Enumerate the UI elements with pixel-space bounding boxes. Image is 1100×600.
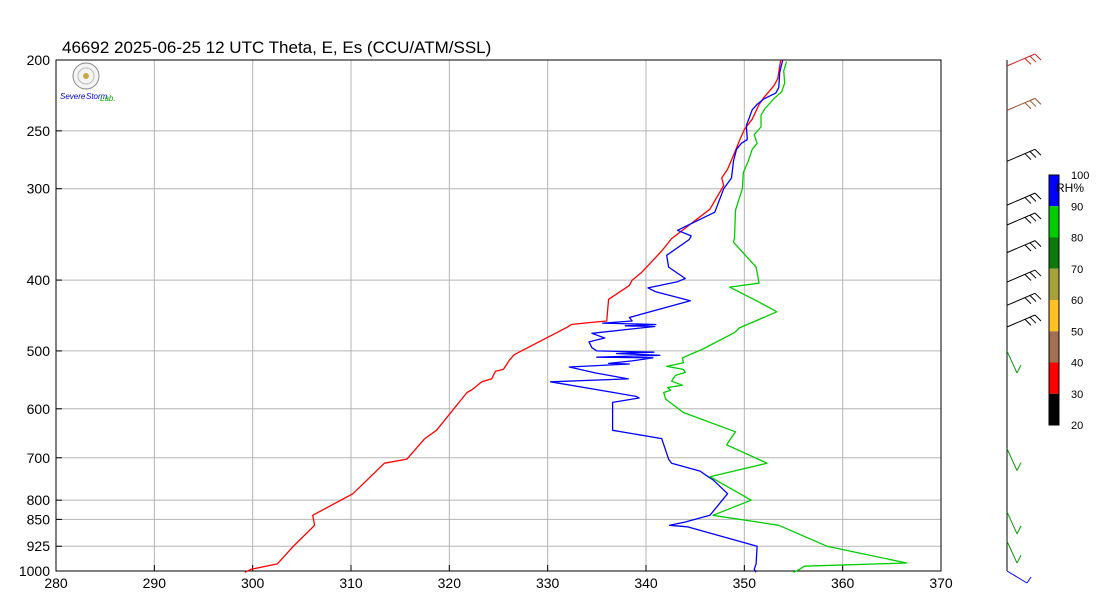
x-tick-label: 360	[831, 575, 855, 591]
x-tick-label: 370	[929, 575, 953, 591]
series-layer	[244, 59, 908, 573]
logo-text-severe: Severe	[60, 92, 86, 101]
y-tick-label: 500	[27, 343, 51, 359]
wind-barb	[1006, 292, 1042, 306]
wind-barb	[1006, 448, 1022, 471]
colorbar-tick-label: 70	[1071, 264, 1083, 276]
chart-title: 46692 2025-06-25 12 UTC Theta, E, Es (CC…	[62, 38, 491, 57]
colorbar-tick-label: 90	[1071, 201, 1083, 213]
y-tick-label: 1000	[19, 563, 50, 579]
wind-barb	[1006, 570, 1032, 584]
y-tick-label: 200	[27, 52, 51, 68]
colorbar-band	[1049, 393, 1059, 425]
plot-frame	[55, 59, 942, 572]
colorbar-band	[1049, 331, 1059, 363]
colorbar-tick-label: 30	[1071, 389, 1083, 401]
wind-barb	[1006, 269, 1042, 283]
colorbar-band	[1049, 362, 1059, 394]
wind-barb	[1006, 53, 1042, 67]
y-tick-label: 850	[27, 511, 51, 527]
x-tick-label: 340	[634, 575, 658, 591]
colorbar-band	[1049, 237, 1059, 269]
lab-logo: Severe Storm Lab.	[60, 62, 116, 103]
rh-colorbar: 100 90 80 70 60 50 40 30 20	[1048, 170, 1089, 432]
y-tick-label: 925	[27, 538, 51, 554]
colorbar-band	[1049, 206, 1059, 238]
wind-barb	[1006, 350, 1022, 374]
y-tick-label: 800	[27, 492, 51, 508]
y-axis: 200 250 300 400 500 600 700 800 850 925 1000	[19, 52, 62, 579]
wind-barb	[1006, 511, 1022, 535]
x-tick-label: 330	[536, 575, 560, 591]
wind-barb	[1006, 97, 1042, 111]
wind-barb	[1006, 240, 1042, 254]
y-tick-label: 600	[27, 401, 51, 417]
x-tick-label: 310	[339, 575, 363, 591]
colorbar-title: RH%	[1056, 181, 1084, 195]
wind-barb	[1006, 148, 1042, 162]
wind-barb	[1006, 212, 1042, 226]
colorbar-band	[1049, 268, 1059, 300]
colorbar-tick-label: 40	[1071, 358, 1083, 370]
wind-barb	[1006, 192, 1042, 206]
grid	[55, 59, 942, 572]
x-tick-label: 290	[143, 575, 167, 591]
y-tick-label: 300	[27, 181, 51, 197]
wind-barb	[1006, 314, 1042, 328]
colorbar-tick-label: 60	[1071, 295, 1083, 307]
colorbar-band	[1049, 300, 1059, 332]
wind-barb	[1006, 540, 1022, 564]
e-line	[549, 59, 784, 573]
colorbar-band	[1049, 175, 1059, 207]
x-tick-label: 320	[438, 575, 462, 591]
x-tick-label: 350	[733, 575, 757, 591]
x-tick-label: 280	[44, 575, 68, 591]
theta-line	[244, 59, 782, 573]
colorbar-tick-label: 100	[1071, 170, 1089, 182]
es-line	[663, 61, 908, 573]
colorbar-tick-label: 80	[1071, 233, 1083, 245]
logo-text-storm: Storm	[86, 92, 108, 101]
colorbar-tick-label: 20	[1071, 420, 1083, 432]
logo-text-lab: Lab.	[100, 94, 116, 103]
y-tick-label: 700	[27, 450, 51, 466]
wind-barbs	[1006, 53, 1042, 584]
colorbar-tick-label: 50	[1071, 326, 1083, 338]
y-tick-label: 400	[27, 272, 51, 288]
y-tick-label: 250	[27, 123, 51, 139]
x-tick-label: 300	[241, 575, 265, 591]
x-axis: 280 290 300 310 320 330 340 350 360 370	[44, 565, 953, 591]
colorbar-frame	[1048, 174, 1060, 426]
